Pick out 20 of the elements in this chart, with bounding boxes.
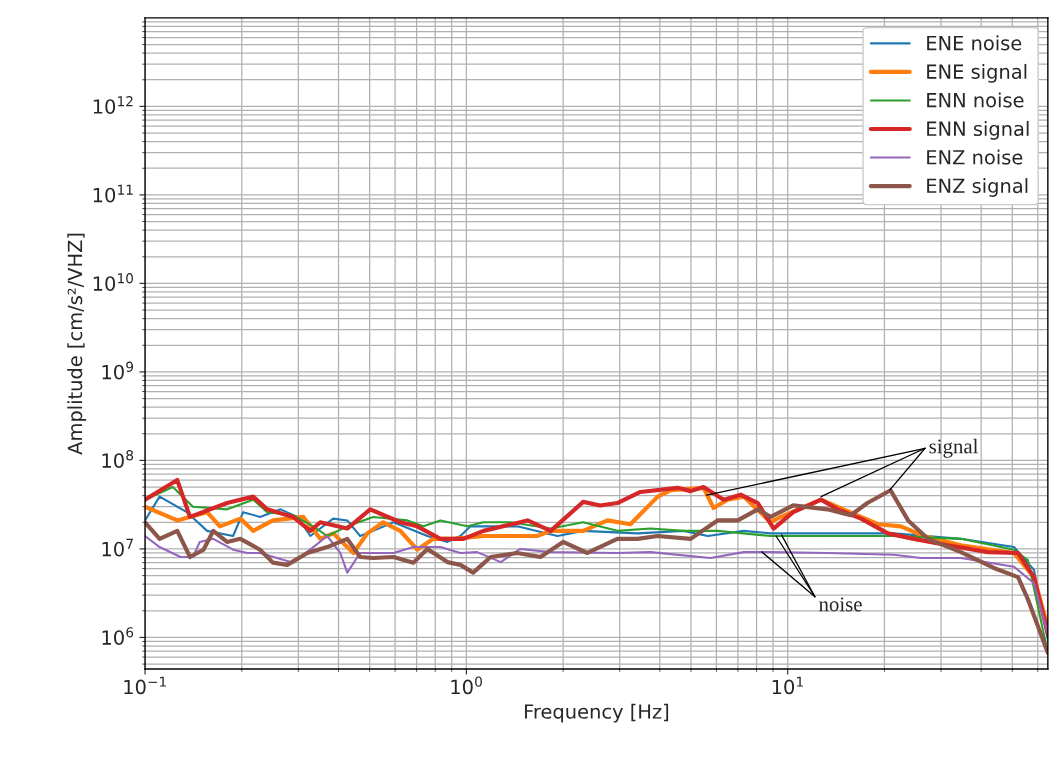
x-tick-label: 10$^{−1}$ xyxy=(124,676,166,695)
legend-label: ENN signal xyxy=(927,120,1029,140)
legend-label: ENE noise xyxy=(927,35,1022,51)
legend-label: ENN noise xyxy=(927,92,1024,108)
x-tick-label: 10$^{1}$ xyxy=(772,676,803,695)
legend-label: ENE signal xyxy=(927,63,1027,83)
legend-label: ENZ signal xyxy=(927,178,1028,197)
y-tick-label: 10$^{10}$ xyxy=(93,273,133,291)
x-axis-title: Frequency [Hz] xyxy=(525,703,669,723)
legend-label: ENZ noise xyxy=(927,149,1023,165)
x-tick-label: 10$^{0}$ xyxy=(451,676,482,695)
y-tick-label: 10$^{7}$ xyxy=(102,538,133,557)
y-tick-label: 10$^{11}$ xyxy=(93,184,133,203)
annotation: noise xyxy=(819,597,862,612)
y-tick-label: 10$^{8}$ xyxy=(102,450,134,468)
y-tick-label: 10$^{9}$ xyxy=(102,361,134,380)
y-tick-label: 10$^{12}$ xyxy=(93,96,133,114)
y-axis-title: Amplitude [cm/s²/VHZ] xyxy=(67,233,87,455)
annotation: signal xyxy=(929,438,979,458)
y-tick-label: 10$^{6}$ xyxy=(102,627,134,645)
